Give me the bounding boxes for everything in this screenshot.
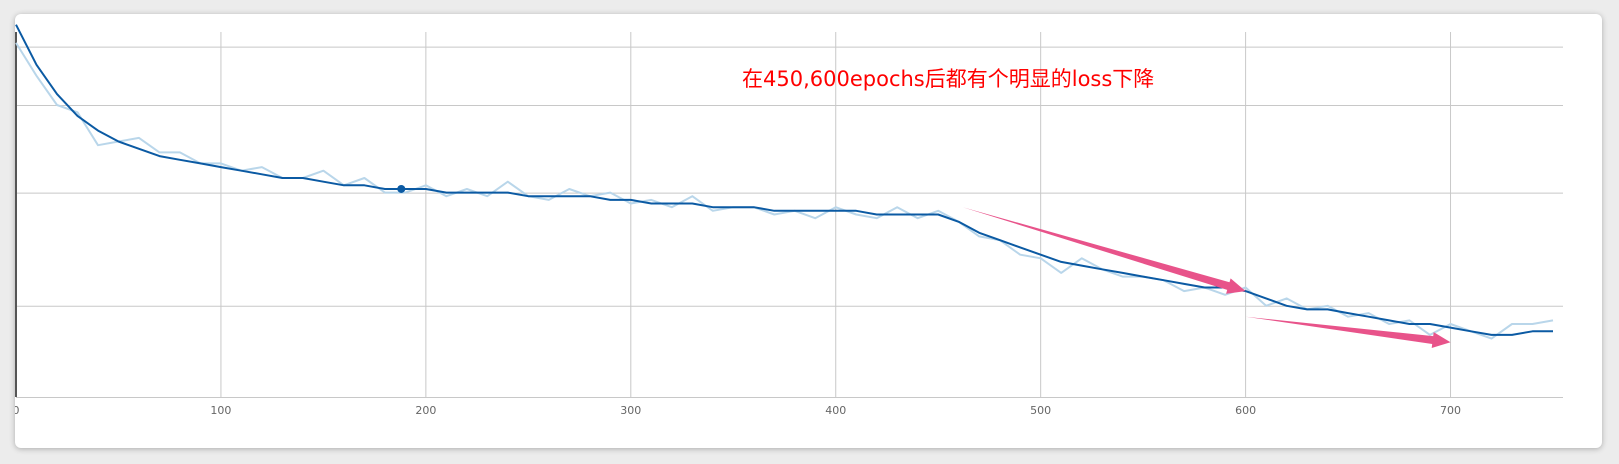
annotation-text: 在450,600epochs后都有个明显的loss下降 — [742, 67, 1154, 91]
smoothed-line — [15, 24, 1553, 336]
x-tick-label-0: 0 — [15, 404, 20, 417]
arrow-1 — [962, 207, 1246, 294]
x-tick-label-700: 700 — [1440, 404, 1461, 417]
annotation-arrows — [962, 207, 1451, 348]
highlight-point — [397, 184, 406, 193]
x-axis-ticks: 0 100 200 300 400 500 600 700 — [15, 404, 1461, 417]
x-tick-label-200: 200 — [415, 404, 436, 417]
raw-line — [15, 42, 1554, 340]
raw-series — [15, 42, 1554, 340]
x-tick-label-100: 100 — [210, 404, 231, 417]
x-tick-label-400: 400 — [825, 404, 846, 417]
loss-chart: 0 100 200 300 400 500 600 700 在450,600epochs后都有… — [15, 24, 1563, 417]
x-tick-label-500: 500 — [1030, 404, 1051, 417]
grid — [15, 32, 1563, 398]
smoothed-series — [15, 24, 1553, 336]
x-tick-label-300: 300 — [620, 404, 641, 417]
chart-card: 0 100 200 300 400 500 600 700 在450,600epochs后都有… — [15, 14, 1602, 448]
arrow-2 — [1245, 316, 1451, 348]
x-tick-label-600: 600 — [1235, 404, 1256, 417]
